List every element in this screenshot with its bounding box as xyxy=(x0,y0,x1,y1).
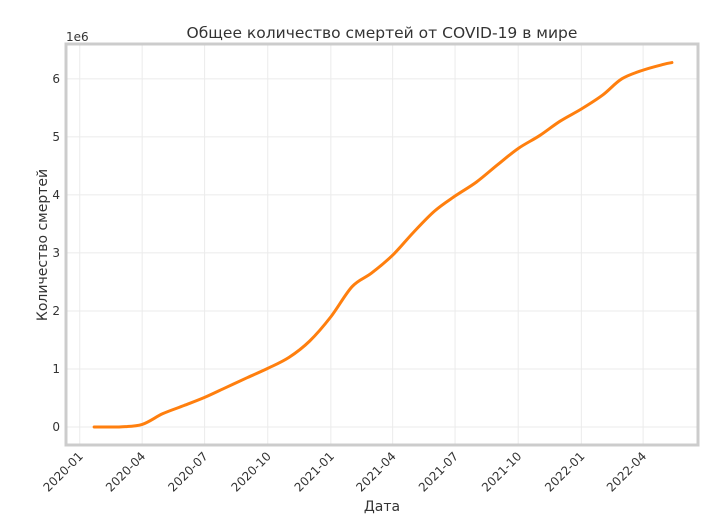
y-offset-label: 1e6 xyxy=(66,30,89,44)
y-axis-label: Количество смертей xyxy=(35,169,51,321)
x-axis-label: Дата xyxy=(364,499,400,515)
x-tick-label: 2020-04 xyxy=(103,449,148,494)
x-tick-label: 2022-04 xyxy=(604,449,649,494)
series-line xyxy=(92,61,674,429)
x-tick-label: 2021-04 xyxy=(353,449,398,494)
x-tick-label: 2021-10 xyxy=(479,449,524,494)
x-ticks: 2020-01 2020-04 2020-07 2020-10 2021-01 2021-… xyxy=(40,449,649,494)
x-tick-label: 2022-01 xyxy=(542,449,587,494)
y-tick-label: 4 xyxy=(52,188,60,202)
y-tick-label: 6 xyxy=(52,72,60,86)
y-tick-label: 1 xyxy=(52,362,60,376)
x-tick-label: 2020-10 xyxy=(229,449,274,494)
x-tick-label: 2021-01 xyxy=(292,449,337,494)
x-tick-label: 2020-01 xyxy=(40,449,85,494)
y-tick-label: 5 xyxy=(52,130,60,144)
y-ticks: 0 1 2 3 4 5 6 xyxy=(52,72,60,434)
chart-title: Общее количество смертей от COVID-19 в м… xyxy=(187,24,578,42)
x-tick-label: 2021-07 xyxy=(416,449,461,494)
y-tick-label: 3 xyxy=(52,246,60,260)
plot-frame xyxy=(64,42,700,447)
y-tick-label: 0 xyxy=(52,420,60,434)
x-tick-label: 2020-07 xyxy=(165,449,210,494)
grid xyxy=(66,44,698,445)
y-tick-label: 2 xyxy=(52,304,60,318)
